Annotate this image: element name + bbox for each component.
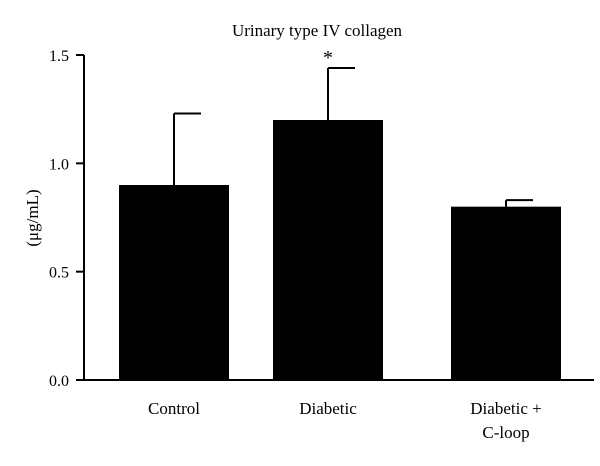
bar bbox=[273, 120, 383, 380]
bars: * bbox=[84, 47, 594, 381]
y-tick-label: 0.5 bbox=[49, 265, 69, 282]
bar bbox=[451, 206, 561, 380]
y-ticks: 0.0 0.5 1.0 1.5 bbox=[49, 48, 84, 390]
y-axis: 0.0 0.5 1.0 1.5 bbox=[49, 48, 85, 390]
significance-marker: * bbox=[323, 47, 333, 69]
bar bbox=[119, 185, 229, 380]
x-tick-label: Diabetic + bbox=[470, 399, 541, 418]
x-tick-label: Diabetic bbox=[299, 399, 357, 418]
y-axis-label: (μg/mL) bbox=[23, 189, 42, 246]
y-tick-label: 1.0 bbox=[49, 156, 69, 173]
x-tick-label: Control bbox=[148, 399, 200, 418]
y-tick-label: 1.5 bbox=[49, 48, 69, 65]
chart-title: Urinary type IV collagen bbox=[232, 21, 403, 40]
x-tick-label: C-loop bbox=[482, 423, 529, 442]
x-labels: Control Diabetic Diabetic + C-loop bbox=[148, 399, 542, 442]
y-tick-label: 0.0 bbox=[49, 373, 69, 390]
